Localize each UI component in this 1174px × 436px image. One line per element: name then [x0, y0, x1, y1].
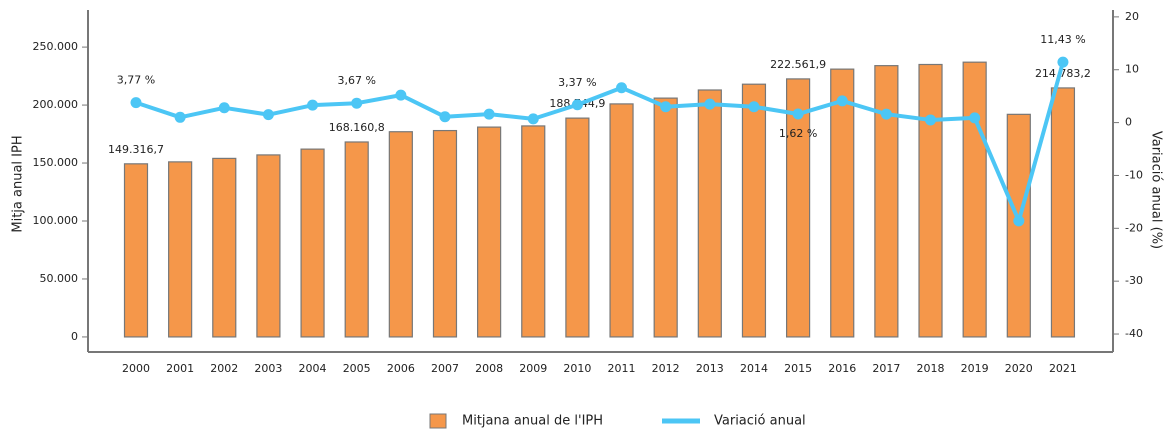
x-tick-label: 2003	[254, 362, 282, 375]
line-point	[748, 101, 760, 113]
legend-label: Mitjana anual de l'IPH	[462, 414, 603, 429]
legend-label: Variació anual	[714, 414, 806, 429]
line-value-label: 3,77 %	[117, 74, 155, 87]
line-point	[880, 108, 892, 120]
bar	[300, 148, 325, 338]
line-point	[174, 111, 186, 123]
bar	[521, 125, 546, 338]
y2-tick-label: -40	[1125, 327, 1143, 340]
x-tick-label: 2008	[475, 362, 503, 375]
line-point	[262, 109, 274, 121]
line-point	[969, 112, 981, 124]
x-tick-label: 2021	[1049, 362, 1077, 375]
bar	[565, 117, 590, 338]
legend-swatch	[429, 413, 447, 429]
y-tick-label: 250.000	[33, 40, 79, 53]
x-tick-label: 2002	[210, 362, 238, 375]
line-point	[836, 95, 848, 107]
y-tick-label: 50.000	[40, 272, 79, 285]
line-point	[1057, 56, 1069, 68]
y2-tick-label: -20	[1125, 221, 1143, 234]
bar	[388, 131, 413, 338]
x-tick-label: 2015	[784, 362, 812, 375]
x-tick-label: 2020	[1005, 362, 1033, 375]
line-point	[792, 108, 804, 120]
x-tick-label: 2010	[563, 362, 591, 375]
line-point	[616, 82, 628, 94]
y-tick-label: 200.000	[33, 98, 79, 111]
y-tick-label: 150.000	[33, 156, 79, 169]
x-tick-label: 2013	[696, 362, 724, 375]
line-point	[395, 89, 407, 101]
y-axis-label: Mitja anual IPH	[11, 135, 26, 232]
bar	[962, 61, 987, 338]
bar	[212, 157, 237, 338]
x-tick-label: 2017	[872, 362, 900, 375]
bar	[344, 141, 369, 338]
line-point	[1013, 215, 1025, 227]
bar	[741, 83, 767, 338]
bar	[697, 89, 722, 338]
x-tick-label: 2000	[122, 362, 150, 375]
bar-value-label: 168.160,8	[329, 121, 385, 134]
y2-tick-label: 0	[1125, 116, 1132, 129]
bar	[830, 68, 855, 338]
x-tick-label: 2012	[652, 362, 680, 375]
x-tick-label: 2007	[431, 362, 459, 375]
x-tick-label: 2016	[828, 362, 856, 375]
line-point	[439, 111, 451, 123]
y2-tick-label: -30	[1125, 274, 1143, 287]
bar-value-label: 222.561,9	[770, 58, 826, 71]
bar	[477, 126, 502, 338]
line-point	[527, 113, 539, 125]
line-value-label: 3,37 %	[558, 76, 596, 89]
line-point	[351, 97, 363, 109]
x-tick-label: 2004	[299, 362, 327, 375]
x-tick-label: 2009	[519, 362, 547, 375]
bar	[168, 161, 193, 338]
line-point	[307, 99, 319, 111]
bar	[123, 163, 149, 338]
line-point	[660, 101, 672, 113]
y-tick-label: 0	[71, 330, 78, 343]
line-point	[218, 102, 230, 114]
y2-tick-label: -10	[1125, 168, 1143, 181]
y-tick-label: 100.000	[33, 214, 79, 227]
line	[135, 61, 1065, 223]
bar-value-label: 149.316,7	[108, 143, 164, 156]
x-tick-label: 2018	[917, 362, 945, 375]
x-tick-label: 2011	[608, 362, 636, 375]
bar-value-label: 214.783,2	[1035, 67, 1091, 80]
x-tick-label: 2005	[343, 362, 371, 375]
line-value-label: 11,43 %	[1040, 33, 1085, 46]
line-point	[925, 114, 937, 126]
x-tick-label: 2006	[387, 362, 415, 375]
bar	[256, 154, 281, 338]
line-value-label: 1,62 %	[779, 127, 817, 140]
x-tick-label: 2001	[166, 362, 194, 375]
bar	[1050, 87, 1076, 338]
y2-tick-label: 10	[1125, 63, 1139, 76]
bar	[609, 103, 634, 338]
line-point	[571, 99, 583, 111]
line-point	[130, 97, 142, 109]
line-value-label: 3,67 %	[337, 74, 375, 87]
bar	[918, 63, 943, 338]
y2-tick-label: 20	[1125, 10, 1139, 23]
x-tick-label: 2019	[961, 362, 989, 375]
x-tick-label: 2014	[740, 362, 768, 375]
line-point	[483, 108, 495, 120]
bar	[874, 65, 899, 338]
line-point	[704, 98, 716, 110]
bar	[432, 129, 458, 338]
bar	[785, 78, 811, 338]
y2-axis-label: Variació anual (%)	[1149, 131, 1164, 249]
bar	[653, 97, 678, 338]
